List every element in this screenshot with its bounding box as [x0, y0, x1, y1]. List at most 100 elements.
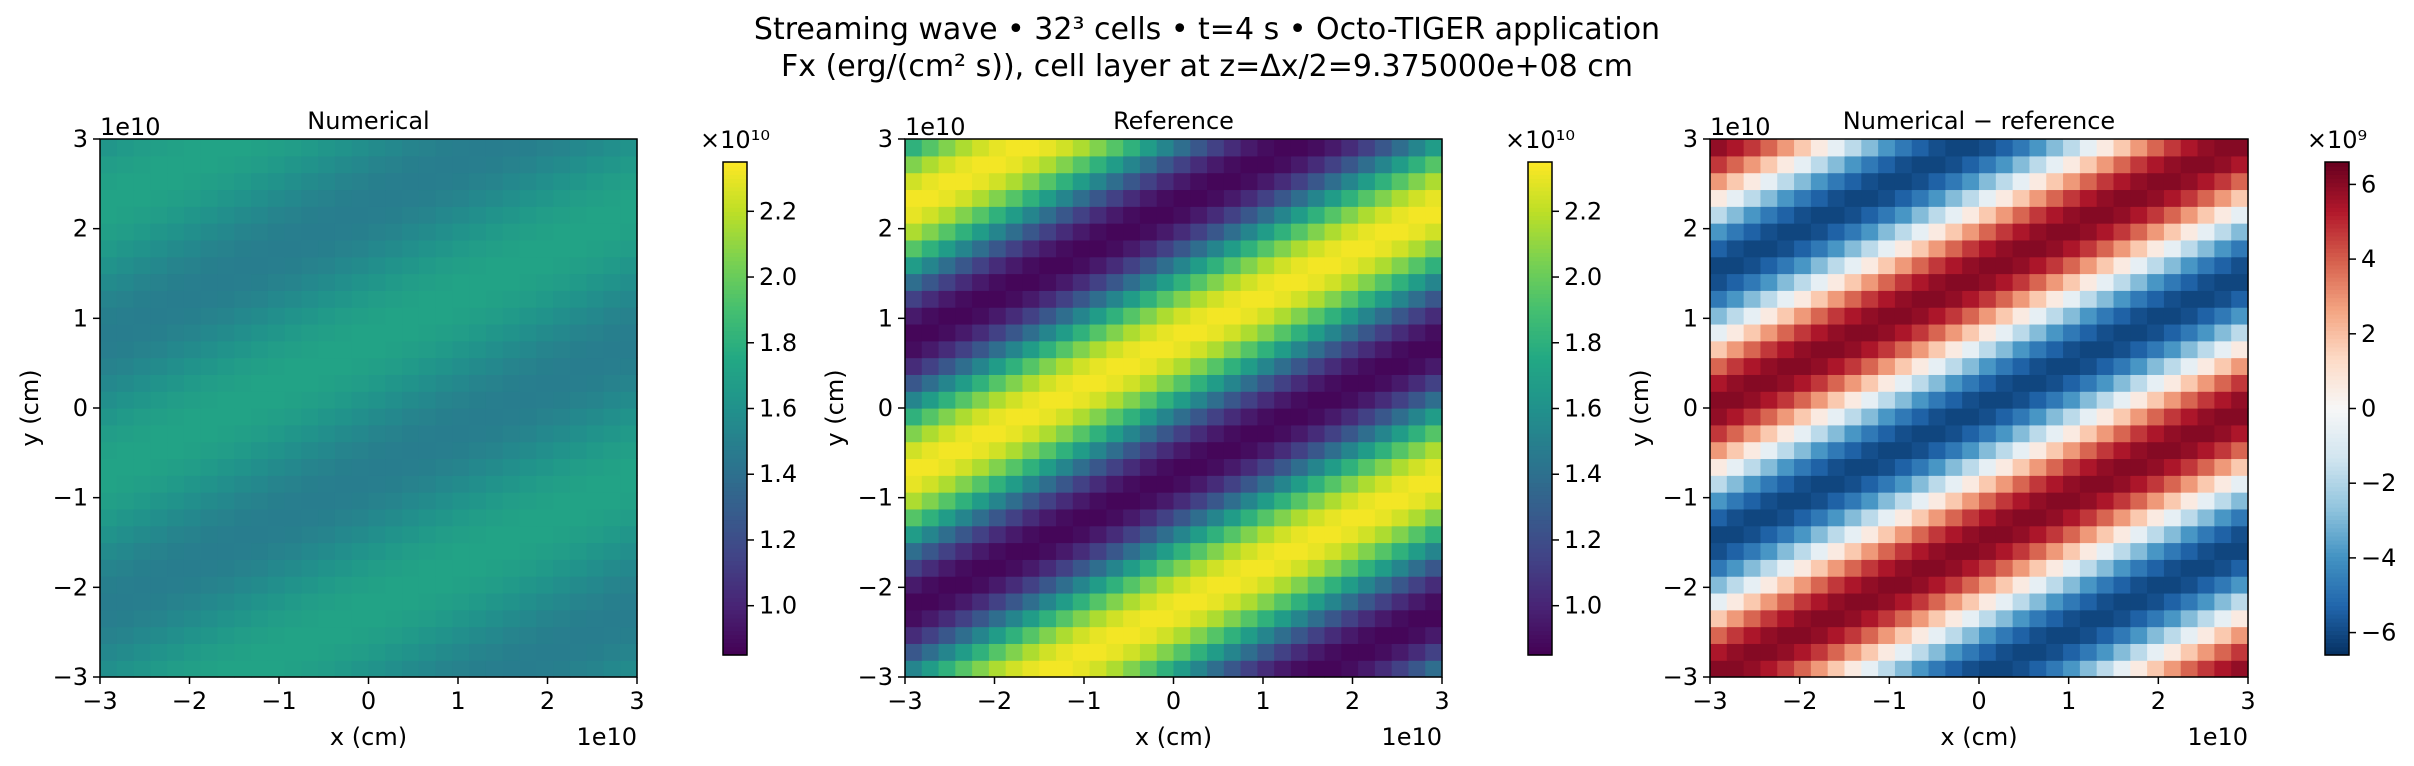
heatmap-cell [452, 559, 470, 577]
colorbar-segment [723, 223, 747, 229]
heatmap-cell [116, 256, 135, 275]
heatmap-cell [988, 626, 1007, 644]
heatmap-cell [301, 139, 319, 157]
heatmap-cell [1173, 492, 1191, 510]
heatmap-cell [435, 172, 454, 191]
heatmap-cell [1207, 273, 1225, 291]
heatmap-cell [1173, 525, 1191, 544]
heatmap-cell [234, 542, 252, 560]
heatmap-cell [2214, 626, 2232, 644]
heatmap-cell [1777, 609, 1795, 628]
heatmap-cell [586, 155, 605, 174]
heatmap-cell [1207, 239, 1225, 258]
heatmap-cell [1408, 559, 1426, 577]
colorbar-segment [2325, 650, 2349, 656]
heatmap-cell [2180, 492, 2199, 510]
heatmap-cell [1022, 357, 1040, 375]
heatmap-cell [217, 206, 235, 224]
heatmap-cell [1777, 458, 1795, 476]
heatmap-cell [2012, 508, 2031, 527]
colorbar-segment [723, 314, 747, 319]
heatmap-cell [2180, 256, 2199, 275]
heatmap-cell [2197, 660, 2215, 678]
heatmap-cell [1945, 256, 1963, 275]
heatmap-cell [150, 458, 168, 476]
heatmap-cell [1207, 408, 1225, 426]
heatmap-cell [1861, 576, 1879, 594]
heatmap-cell [988, 307, 1007, 325]
heatmap-cell [938, 475, 956, 493]
heatmap-cell [1089, 525, 1107, 544]
heatmap-cell [267, 223, 286, 241]
heatmap-cell [402, 424, 420, 443]
heatmap-cell [435, 475, 454, 493]
heatmap-cell [1207, 139, 1225, 157]
heatmap-cell [1240, 609, 1259, 628]
heatmap-cell [469, 592, 487, 611]
heatmap-cell [1777, 441, 1795, 460]
colorbar-segment [1528, 548, 1552, 553]
heatmap-cell [1878, 189, 1896, 207]
heatmap-cell [485, 273, 504, 291]
heatmap-cell [1257, 525, 1275, 544]
heatmap-cell [1928, 542, 1946, 560]
heatmap-cell [1979, 391, 1997, 409]
heatmap-cell [1827, 139, 1846, 157]
heatmap-cell [133, 273, 151, 291]
heatmap-cell [1139, 525, 1158, 544]
x-tick-label: 0 [1166, 687, 1181, 715]
heatmap-cell [116, 340, 135, 359]
heatmap-cell [519, 508, 537, 527]
heatmap-cell [553, 542, 571, 560]
heatmap-cell [905, 408, 923, 426]
heatmap-cell [519, 189, 537, 207]
colorbar-tick-label: 4 [2361, 245, 2376, 273]
heatmap-cell [133, 408, 151, 426]
heatmap-cell [1005, 189, 1024, 207]
heatmap-cell [1995, 424, 2014, 443]
colorbar-segment [1528, 264, 1552, 270]
heatmap-cell [2012, 307, 2031, 325]
colorbar-segment [723, 515, 747, 521]
heatmap-cell [1089, 508, 1107, 527]
heatmap-cell [100, 155, 118, 174]
heatmap-cell [2231, 323, 2249, 342]
heatmap-cell [1324, 357, 1342, 375]
colorbar-segment [1528, 412, 1552, 418]
heatmap-cell [133, 576, 151, 594]
heatmap-cell [2231, 458, 2249, 476]
colorbar-segment [2325, 198, 2349, 204]
heatmap-cell [988, 643, 1007, 661]
heatmap-cell [1056, 559, 1074, 577]
heatmap-cell [2079, 206, 2098, 224]
heatmap-cell [2214, 391, 2232, 409]
heatmap-cell [402, 189, 420, 207]
heatmap-cell [1240, 256, 1259, 275]
heatmap-cell [1341, 592, 1359, 611]
heatmap-cell [469, 576, 487, 594]
heatmap-cell [301, 256, 319, 275]
colorbar-segment [1528, 322, 1552, 327]
heatmap-cell [2163, 340, 2182, 359]
heatmap-cell [1139, 660, 1158, 678]
heatmap-cell [1290, 525, 1309, 544]
heatmap-cell [569, 643, 588, 661]
heatmap-cell [1240, 660, 1259, 678]
heatmap-cell [284, 475, 302, 493]
heatmap-cell [1290, 357, 1309, 375]
colorbar-segment [1528, 515, 1552, 521]
heatmap-cell [1425, 492, 1443, 510]
heatmap-cell [368, 458, 386, 476]
heatmap-cell [2113, 559, 2131, 577]
heatmap-cell [905, 357, 923, 375]
heatmap-cell [1995, 155, 2014, 174]
heatmap-cell [234, 626, 252, 644]
heatmap-cell [603, 189, 621, 207]
heatmap-cell [1358, 508, 1376, 527]
heatmap-cell [1861, 340, 1879, 359]
heatmap-cell [2079, 626, 2098, 644]
heatmap-cell [1743, 475, 1762, 493]
heatmap-cell [469, 139, 487, 157]
heatmap-cell [2012, 660, 2031, 678]
heatmap-cell [284, 458, 302, 476]
